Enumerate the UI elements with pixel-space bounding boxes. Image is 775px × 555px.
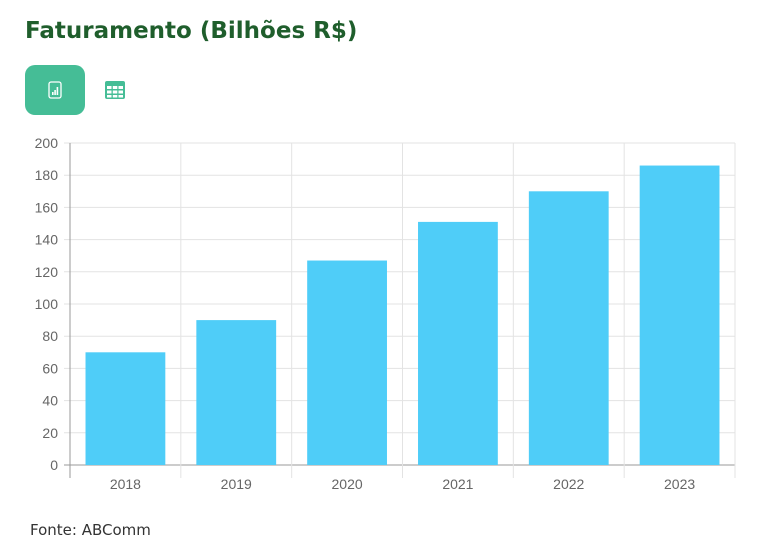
y-tick-label: 80 — [42, 328, 58, 344]
bar-2022 — [528, 191, 609, 466]
bar-2018 — [85, 352, 166, 465]
chart-title: Faturamento (Bilhões R$) — [25, 18, 358, 44]
chart-view-button[interactable] — [25, 65, 85, 115]
y-tick-label: 160 — [35, 199, 59, 215]
y-tick-label: 0 — [50, 457, 58, 473]
x-tick-label: 2018 — [110, 476, 141, 492]
x-tick-label: 2020 — [332, 476, 363, 492]
source-note: Fonte: ABComm — [30, 521, 151, 539]
table-icon — [105, 81, 125, 99]
bar-2019 — [196, 320, 277, 465]
y-tick-label: 180 — [35, 167, 59, 183]
y-tick-label: 120 — [35, 264, 59, 280]
bar-2020 — [307, 260, 387, 465]
bar-2023 — [639, 165, 720, 466]
x-tick-label: 2021 — [442, 476, 473, 492]
x-tick-label: 2019 — [221, 476, 252, 492]
bar-chart-icon — [48, 81, 62, 99]
y-tick-label: 140 — [35, 232, 59, 248]
y-tick-label: 200 — [35, 135, 59, 151]
x-tick-label: 2023 — [664, 476, 695, 492]
y-tick-label: 100 — [35, 296, 59, 312]
x-tick-label: 2022 — [553, 476, 584, 492]
table-view-button[interactable] — [100, 75, 130, 105]
y-tick-label: 40 — [42, 393, 58, 409]
bar-2021 — [418, 221, 498, 465]
y-tick-label: 20 — [42, 425, 58, 441]
y-tick-label: 60 — [42, 360, 58, 376]
